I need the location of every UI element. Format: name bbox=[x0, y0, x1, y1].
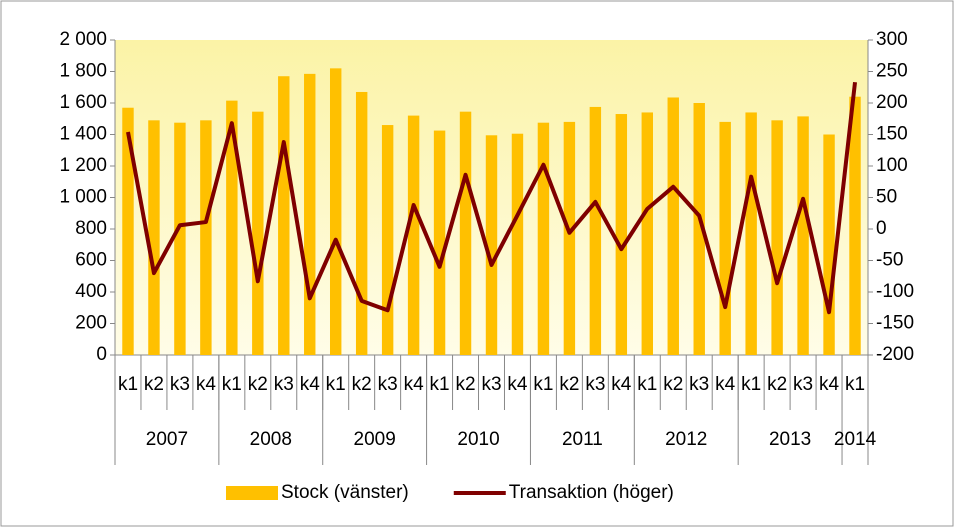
x-tick-label: k1 bbox=[533, 374, 553, 395]
y-tick-label: 1 400 bbox=[59, 124, 107, 145]
y-tick-label: 800 bbox=[75, 218, 107, 239]
bar bbox=[148, 120, 160, 355]
x-tick-label: k2 bbox=[144, 374, 164, 395]
bar bbox=[849, 96, 861, 355]
bar bbox=[615, 114, 628, 356]
bar bbox=[641, 112, 654, 355]
x-tick-label: k4 bbox=[819, 374, 840, 395]
bar bbox=[174, 122, 186, 355]
bar bbox=[200, 120, 212, 355]
bar bbox=[589, 106, 602, 355]
bar bbox=[304, 73, 316, 356]
y2-tick-label: 200 bbox=[876, 92, 908, 113]
x-tick-label: k2 bbox=[352, 374, 372, 395]
x-tick-label: k3 bbox=[793, 374, 813, 395]
bar bbox=[355, 91, 368, 355]
x-tick-label: k4 bbox=[507, 374, 528, 395]
bar bbox=[563, 121, 576, 356]
y-tick-label: 600 bbox=[75, 250, 107, 271]
y-tick-label: 1 000 bbox=[59, 187, 107, 208]
x-tick-label: k1 bbox=[845, 374, 865, 395]
y2-tick-label: 50 bbox=[876, 187, 897, 208]
bar bbox=[226, 100, 238, 355]
x-tick-label: k4 bbox=[715, 374, 736, 395]
legend-label: Transaktion (höger) bbox=[509, 482, 674, 503]
bar bbox=[381, 125, 394, 355]
y-tick-label: 1 200 bbox=[59, 155, 107, 176]
y2-tick-label: 300 bbox=[876, 29, 908, 50]
year-label: 2008 bbox=[250, 429, 292, 450]
legend-label: Stock (vänster) bbox=[281, 482, 409, 503]
y2-tick-label: 100 bbox=[876, 155, 908, 176]
y2-tick-label: -200 bbox=[876, 344, 914, 365]
y2-tick-label: -150 bbox=[876, 313, 914, 334]
year-label: 2009 bbox=[354, 429, 396, 450]
y2-tick-label: -100 bbox=[876, 281, 914, 302]
year-label: 2010 bbox=[457, 429, 499, 450]
bar bbox=[667, 97, 679, 356]
year-label: 2011 bbox=[562, 429, 603, 450]
bar bbox=[797, 116, 809, 355]
x-tick-label: k1 bbox=[222, 374, 242, 395]
x-tick-label: k3 bbox=[481, 374, 501, 395]
bar bbox=[407, 115, 420, 355]
bar bbox=[719, 121, 731, 356]
x-tick-label: k2 bbox=[248, 374, 268, 395]
year-label: 2007 bbox=[146, 429, 188, 450]
bar bbox=[771, 120, 783, 355]
year-label: 2014 bbox=[834, 429, 877, 450]
x-tick-label: k4 bbox=[404, 374, 425, 395]
x-tick-label: k2 bbox=[455, 374, 475, 395]
y-tick-label: 400 bbox=[75, 281, 107, 302]
y-tick-label: 1 600 bbox=[59, 92, 107, 113]
x-tick-label: k3 bbox=[170, 374, 190, 395]
legend-swatch bbox=[226, 486, 278, 500]
x-tick-label: k1 bbox=[741, 374, 761, 395]
bar bbox=[745, 112, 757, 355]
x-tick-label: k3 bbox=[585, 374, 605, 395]
bar bbox=[485, 135, 498, 355]
bar bbox=[433, 130, 446, 355]
y2-tick-label: 250 bbox=[876, 61, 908, 82]
y-tick-label: 200 bbox=[75, 313, 107, 334]
bar bbox=[459, 111, 472, 355]
bar bbox=[329, 68, 342, 355]
bar bbox=[278, 76, 290, 355]
x-tick-label: k3 bbox=[689, 374, 709, 395]
x-tick-label: k1 bbox=[326, 374, 346, 395]
x-tick-label: k2 bbox=[559, 374, 579, 395]
y-tick-label: 0 bbox=[96, 344, 107, 365]
y-tick-label: 1 800 bbox=[59, 61, 107, 82]
x-tick-label: k3 bbox=[274, 374, 294, 395]
year-label: 2012 bbox=[665, 429, 707, 450]
x-tick-label: k4 bbox=[611, 374, 632, 395]
y2-tick-label: -50 bbox=[876, 250, 903, 271]
line bbox=[126, 81, 858, 315]
bar bbox=[252, 111, 264, 355]
bar bbox=[823, 134, 835, 355]
bar bbox=[693, 103, 705, 355]
bar bbox=[122, 107, 134, 355]
y2-tick-label: 0 bbox=[876, 218, 887, 239]
x-tick-label: k1 bbox=[118, 374, 138, 395]
x-tick-label: k4 bbox=[300, 374, 321, 395]
y-tick-label: 2 000 bbox=[59, 29, 107, 50]
x-tick-label: k4 bbox=[196, 374, 217, 395]
x-tick-label: k3 bbox=[378, 374, 398, 395]
bar bbox=[511, 133, 524, 355]
x-tick-label: k2 bbox=[767, 374, 787, 395]
x-tick-label: k1 bbox=[637, 374, 657, 395]
bar bbox=[537, 122, 550, 355]
x-tick-label: k1 bbox=[430, 374, 450, 395]
x-tick-label: k2 bbox=[663, 374, 683, 395]
y2-tick-label: 150 bbox=[876, 124, 908, 145]
year-label: 2013 bbox=[769, 429, 811, 450]
